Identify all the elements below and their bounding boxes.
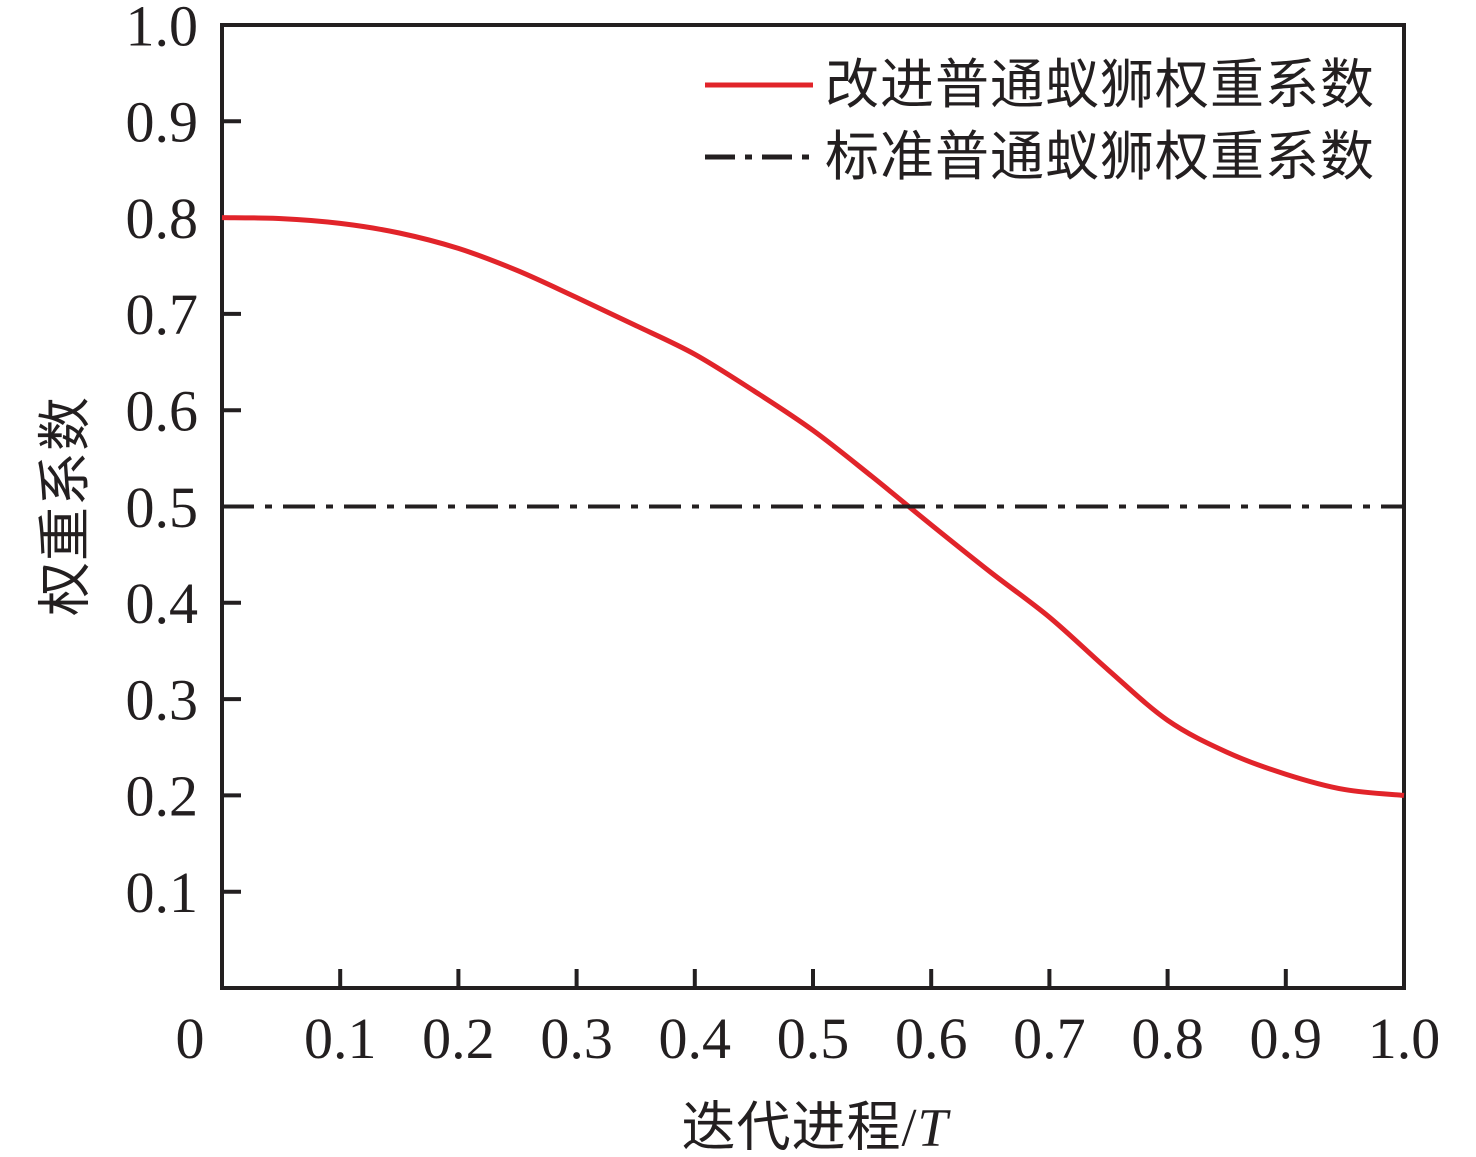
y-tick-label: 1.0	[126, 0, 199, 58]
x-tick-label: 0.6	[895, 1006, 968, 1071]
legend-label-standard: 标准普通蚁狮权重系数	[825, 127, 1375, 187]
x-tick-label: 0.2	[422, 1006, 495, 1071]
y-tick-label: 0.7	[126, 282, 199, 347]
x-tick-label: 0.3	[540, 1006, 613, 1071]
series-line-0	[221, 215, 1405, 798]
y-axis-title: 权重系数	[35, 396, 96, 616]
x-tick-label: 0.7	[1013, 1006, 1086, 1071]
legend-line-solid-icon	[705, 82, 813, 88]
y-tick-label: 0.1	[126, 860, 199, 925]
y-tick-label: 0.8	[126, 186, 199, 251]
x-tick-label: 0.4	[659, 1006, 732, 1071]
legend: 改进普通蚁狮权重系数 标准普通蚁狮权重系数	[703, 49, 1375, 193]
legend-item-improved: 改进普通蚁狮权重系数	[703, 49, 1375, 121]
x-axis-title-text: 迭代进程/	[681, 1097, 918, 1157]
x-tick-label: 0.5	[777, 1006, 850, 1071]
x-axis-title-variable: T	[917, 1097, 949, 1157]
x-tick-label: 0.8	[1131, 1006, 1204, 1071]
legend-item-standard: 标准普通蚁狮权重系数	[703, 121, 1375, 193]
x-tick-label: 1.0	[1368, 1006, 1441, 1071]
y-tick-label: 0.4	[126, 571, 199, 636]
x-tick-label: 0.9	[1250, 1006, 1323, 1071]
y-tick-label: 0.9	[126, 90, 199, 155]
x-tick-label: 0.1	[304, 1006, 377, 1071]
x-axis-title: 迭代进程/T	[681, 1083, 948, 1157]
y-tick-label: 0.3	[126, 667, 199, 732]
x-tick-label: 0	[176, 1006, 205, 1071]
y-tick-label: 0.2	[126, 764, 199, 829]
legend-label-improved: 改进普通蚁狮权重系数	[825, 55, 1375, 115]
y-tick-label: 0.5	[126, 475, 199, 540]
y-tick-label: 0.6	[126, 379, 199, 444]
legend-line-dashdot-icon	[705, 154, 813, 160]
